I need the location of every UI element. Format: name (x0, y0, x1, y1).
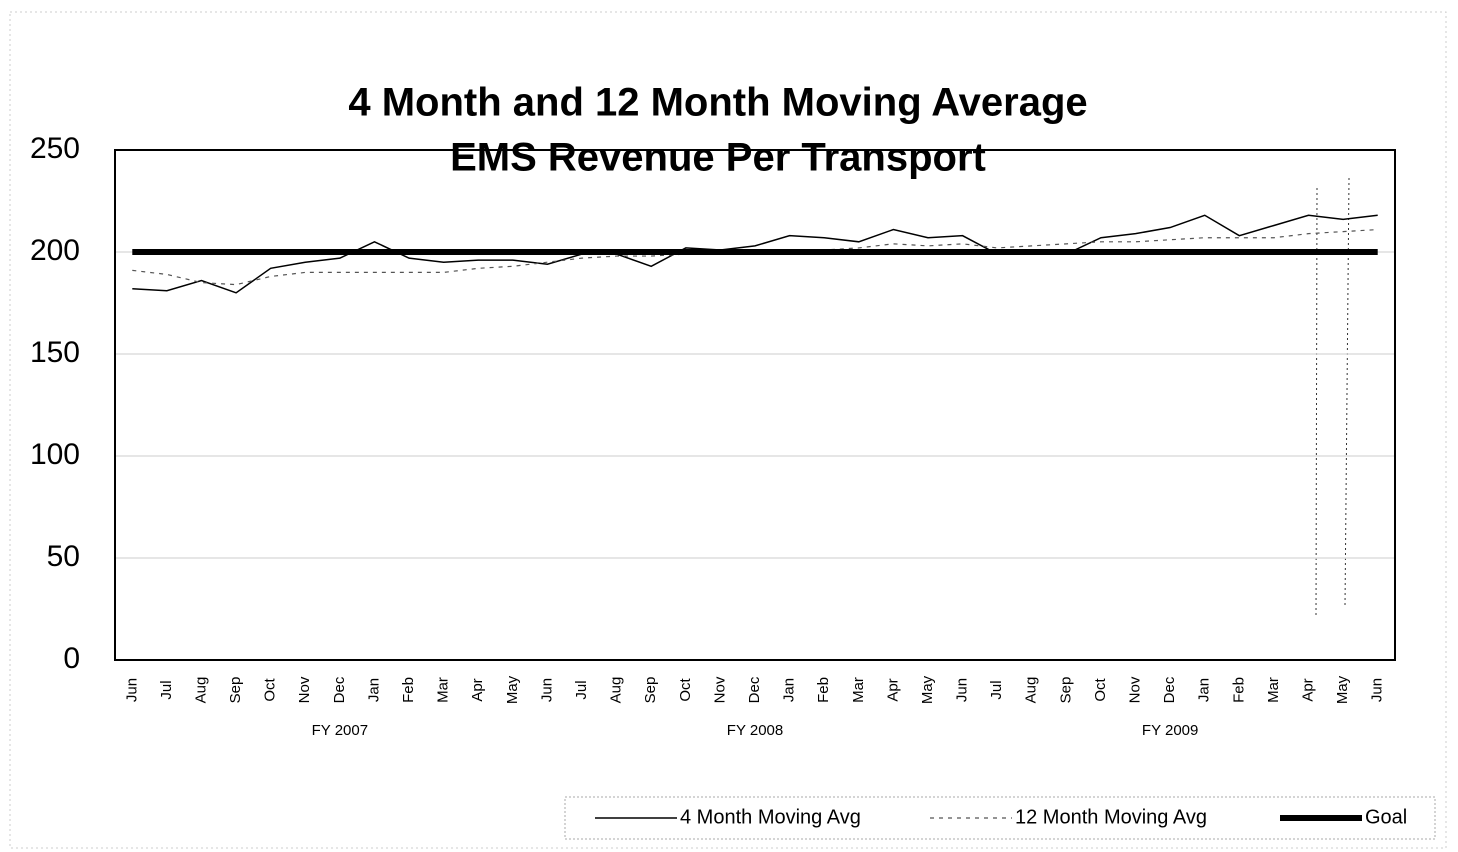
chart-title: 4 Month and 12 Month Moving Average (348, 81, 1087, 125)
legend-label: 12 Month Moving Avg (1015, 806, 1207, 828)
series-line (132, 228, 1378, 286)
x-tick-label: Feb (815, 677, 832, 703)
x-tick-label: Sep (1057, 677, 1074, 704)
x-tick-label: Apr (469, 678, 486, 701)
x-tick-label: May (504, 675, 521, 704)
plot-area (114, 149, 1396, 661)
group-label: FY 2009 (1142, 722, 1198, 739)
x-tick-label: Jul (158, 680, 175, 699)
x-tick-label: Oct (1092, 678, 1109, 702)
y-tick-label: 50 (47, 540, 80, 573)
x-tick-label: Jul (988, 680, 1005, 699)
x-tick-label: Dec (331, 676, 348, 703)
x-tick-label: Jun (123, 678, 140, 702)
x-tick-label: Mar (850, 677, 867, 703)
x-tick-label: Jun (1369, 678, 1386, 702)
x-tick-label: Sep (642, 677, 659, 704)
y-tick-label: 150 (30, 336, 80, 369)
group-label: FY 2007 (312, 722, 368, 739)
x-tick-label: Mar (435, 677, 452, 703)
x-tick-label: Aug (192, 677, 209, 704)
x-tick-label: Oct (677, 678, 694, 702)
x-tick-label: Nov (1127, 676, 1144, 703)
y-tick-label: 200 (30, 234, 80, 267)
x-tick-label: Aug (608, 677, 625, 704)
x-tick-label: May (1334, 675, 1351, 704)
x-tick-label: Dec (1161, 676, 1178, 703)
x-tick-label: Jun (538, 678, 555, 702)
y-tick-label: 100 (30, 438, 80, 471)
x-tick-label: Jan (365, 678, 382, 702)
y-tick-label: 0 (63, 642, 80, 675)
x-tick-label: Feb (400, 677, 417, 703)
chart-subtitle: EMS Revenue Per Transport (450, 136, 986, 180)
x-tick-label: Nov (711, 676, 728, 703)
legend-label: 4 Month Moving Avg (680, 806, 861, 828)
x-tick-label: Jul (573, 680, 590, 699)
x-tick-label: Jan (781, 678, 798, 702)
legend-label: Goal (1365, 806, 1407, 828)
y-tick-label: 250 (30, 132, 80, 165)
x-tick-label: Apr (1299, 678, 1316, 701)
x-tick-label: Aug (1023, 677, 1040, 704)
series-line (132, 214, 1378, 294)
x-tick-label: Sep (227, 677, 244, 704)
chart-frame (9, 11, 1447, 849)
x-tick-label: Mar (1265, 677, 1282, 703)
x-tick-label: Apr (884, 678, 901, 701)
x-tick-label: Jan (1196, 678, 1213, 702)
x-tick-label: Nov (296, 676, 313, 703)
marker-line (1315, 187, 1318, 619)
x-tick-label: May (919, 675, 936, 704)
group-label: FY 2008 (727, 722, 783, 739)
x-tick-label: Jun (954, 678, 971, 702)
x-tick-label: Dec (746, 676, 763, 703)
x-tick-label: Oct (262, 678, 279, 702)
x-tick-label: Feb (1230, 677, 1247, 703)
marker-line (1344, 177, 1350, 607)
